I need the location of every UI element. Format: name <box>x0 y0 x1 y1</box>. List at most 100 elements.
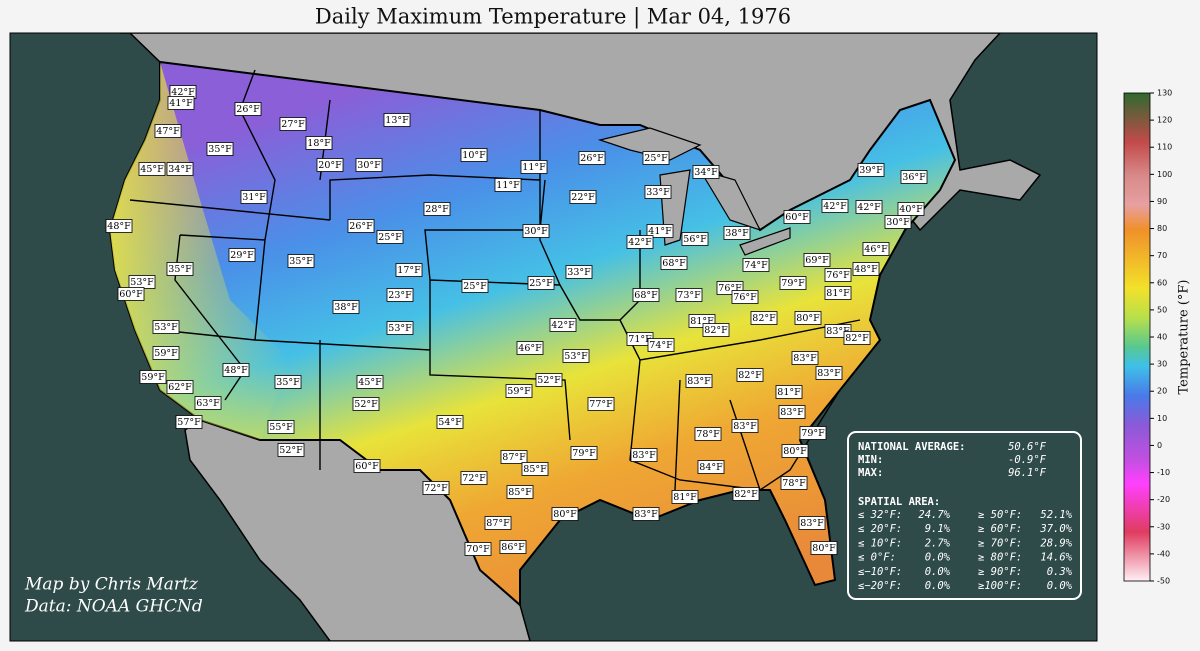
station-box <box>355 158 383 172</box>
colorbar-tick-label: 30 <box>1157 360 1167 369</box>
station-box <box>694 427 722 441</box>
station-label: 82°F <box>752 313 776 324</box>
station-box <box>506 485 534 499</box>
station-label: 78°F <box>696 429 720 440</box>
station-box <box>799 426 827 440</box>
station-box <box>731 419 759 433</box>
colorbar-tick-label: 0 <box>1157 441 1162 450</box>
station-box <box>138 162 166 176</box>
station-label: 27°F <box>281 119 305 130</box>
station-label: 30°F <box>357 160 381 171</box>
station-label: 85°F <box>508 487 532 498</box>
station-label: 81°F <box>777 387 801 398</box>
station-box <box>352 397 380 411</box>
station-label: 63°F <box>196 398 220 409</box>
station-label: 31°F <box>242 192 266 203</box>
spatial-label: ≥ 50°F: <box>978 509 1022 521</box>
colorbar-tick-label: 100 <box>1157 170 1172 179</box>
station-box <box>824 286 852 300</box>
station-label: 80°F <box>812 543 836 554</box>
station-label: 87°F <box>502 452 526 463</box>
station-box <box>167 96 195 110</box>
station-label: 52°F <box>354 399 378 410</box>
station-box <box>356 375 384 389</box>
station-label: 28°F <box>425 204 449 215</box>
station-box <box>194 396 222 410</box>
spatial-value: 0.0% <box>925 566 951 578</box>
station-box <box>642 151 670 165</box>
station-label: 35°F <box>289 256 313 267</box>
colorbar-tick-label: -40 <box>1157 549 1170 558</box>
colorbar-tick-label: 120 <box>1157 116 1172 125</box>
station-box <box>461 279 489 293</box>
stat-value: -0.9°F <box>1008 454 1047 466</box>
station-box <box>549 318 577 332</box>
station-label: 17°F <box>397 265 421 276</box>
station-label: 25°F <box>644 153 668 164</box>
station-box <box>305 136 333 150</box>
spatial-value: 14.6% <box>1040 552 1072 564</box>
station-label: 47°F <box>156 126 180 137</box>
station-box <box>499 540 527 554</box>
station-box <box>316 158 344 172</box>
station-label: 56°F <box>683 234 707 245</box>
station-box <box>386 321 414 335</box>
basemap <box>108 33 1042 641</box>
station-label: 10°F <box>462 150 486 161</box>
station-label: 40°F <box>899 204 923 215</box>
colorbar-tick-label: 40 <box>1157 333 1167 342</box>
spatial-label: ≥ 80°F: <box>978 552 1022 564</box>
spatial-value: 0.0% <box>925 552 951 564</box>
station-label: 74°F <box>649 340 673 351</box>
station-box <box>562 349 590 363</box>
station-box <box>857 163 885 177</box>
stat-label: NATIONAL AVERAGE: <box>858 441 965 453</box>
station-label: 81°F <box>673 492 697 503</box>
station-box <box>494 178 522 192</box>
station-label: 85°F <box>523 464 547 475</box>
station-box <box>647 338 675 352</box>
station-box <box>105 219 133 233</box>
station-label: 42°F <box>823 201 847 212</box>
station-box <box>222 363 250 377</box>
station-label: 83°F <box>687 376 711 387</box>
spatial-label: ≥ 90°F: <box>978 566 1022 578</box>
station-label: 36°F <box>902 172 926 183</box>
spatial-value: 0.0% <box>1047 580 1073 592</box>
station-label: 80°F <box>783 446 807 457</box>
station-box <box>570 446 598 460</box>
station-label: 33°F <box>567 267 591 278</box>
station-box <box>794 311 822 325</box>
spatial-label: ≥ 70°F: <box>978 537 1022 549</box>
station-box <box>803 253 831 267</box>
station-label: 53°F <box>388 323 412 334</box>
station-label: 82°F <box>845 333 869 344</box>
station-box <box>274 375 302 389</box>
station-box <box>644 185 672 199</box>
colorbar-tick-label: -10 <box>1157 468 1170 477</box>
station-label: 68°F <box>634 290 658 301</box>
station-box <box>287 254 315 268</box>
station-box <box>154 124 182 138</box>
state-lines <box>129 69 861 491</box>
station-box <box>587 397 615 411</box>
station-label: 26°F <box>580 153 604 164</box>
station-box <box>778 405 806 419</box>
station-box <box>798 516 826 530</box>
station-box <box>516 341 544 355</box>
station-label: 48°F <box>107 221 131 232</box>
station-box <box>632 288 660 302</box>
station-box <box>750 311 778 325</box>
spatial-value: 9.1% <box>925 523 951 535</box>
station-label: 86°F <box>501 542 525 553</box>
spatial-value: 37.0% <box>1039 523 1072 535</box>
station-label: 76°F <box>733 292 757 303</box>
station-label: 60°F <box>785 212 809 223</box>
station-label: 80°F <box>553 509 577 520</box>
station-label: 83°F <box>632 450 656 461</box>
station-label: 48°F <box>224 365 248 376</box>
station-box <box>422 481 450 495</box>
station-label: 53°F <box>564 351 588 362</box>
station-box <box>527 276 555 290</box>
station-label: 22°F <box>571 192 595 203</box>
